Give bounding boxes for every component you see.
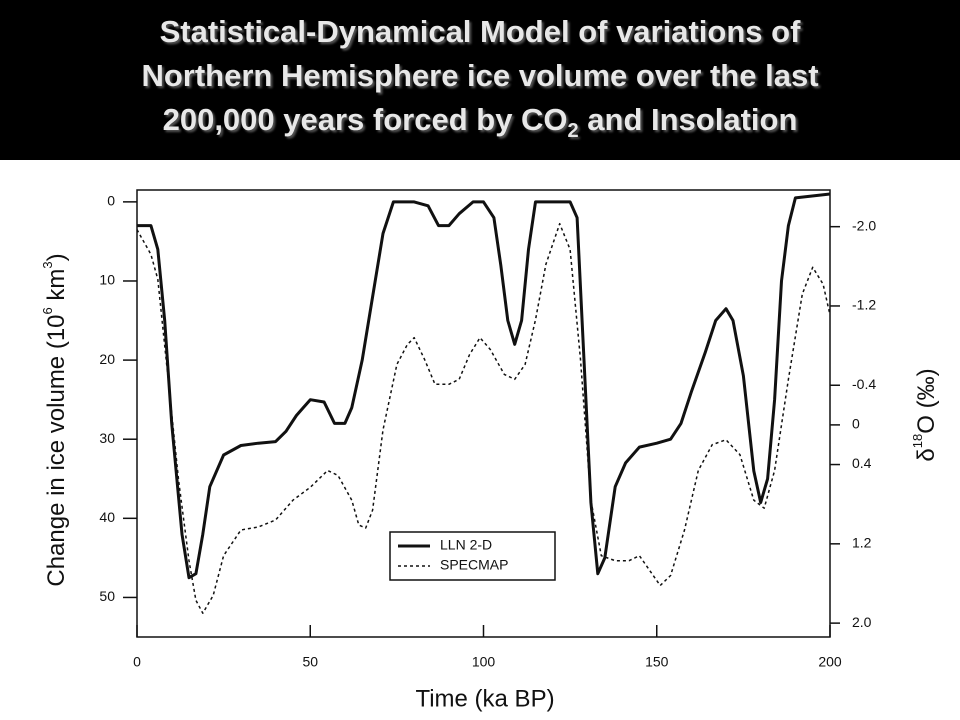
- y-label-text: ): [43, 253, 70, 261]
- y2-tick-label: 2.0: [852, 614, 872, 630]
- y2-tick-label: -2.0: [852, 217, 876, 233]
- x-tick-label: 100: [472, 654, 496, 670]
- y2-tick-label: 1.2: [852, 535, 872, 551]
- title-subscript: 2: [567, 120, 579, 143]
- y2-tick-label: 0.4: [852, 455, 872, 471]
- x-tick-label: 150: [645, 654, 669, 670]
- legend-box: [389, 531, 556, 581]
- y-label-sup: 6: [40, 307, 55, 314]
- legend-label: SPECMAP: [440, 557, 508, 573]
- y2-tick-label: -1.2: [852, 297, 876, 313]
- y-tick-label: 50: [99, 588, 115, 604]
- y-tick-label: 30: [99, 430, 115, 446]
- y2-label-sup: 18: [910, 434, 925, 448]
- title-line: Northern Hemisphere ice volume over the …: [141, 58, 819, 93]
- y2-tick-label: -0.4: [852, 376, 876, 392]
- y2-tick-label: 0: [852, 416, 860, 432]
- x-axis-label: Time (ka BP): [415, 685, 554, 712]
- y-tick-label: 40: [99, 509, 115, 525]
- series-line: [136, 222, 831, 614]
- y-tick-label: 0: [107, 193, 115, 209]
- x-tick-label: 200: [818, 654, 842, 670]
- y2-label-text: O (‰): [913, 368, 940, 433]
- y2-axis-label: δ18O (‰): [910, 368, 940, 461]
- title-banner: Statistical-Dynamical Model of variation…: [0, 0, 960, 160]
- title-line: Statistical-Dynamical Model of variation…: [159, 14, 801, 49]
- x-tick-label: 0: [133, 654, 141, 670]
- legend-label: LLN 2-D: [440, 537, 492, 553]
- y-label-text: Change in ice volume (10: [43, 314, 70, 586]
- title-text: and Insolation: [578, 102, 798, 137]
- title-text: 200,000 years forced by CO: [162, 102, 568, 137]
- y-tick-label: 20: [99, 351, 115, 367]
- y-label-sup: 3: [40, 261, 55, 268]
- y-tick-label: 10: [99, 272, 115, 288]
- y-label-text: km: [43, 269, 70, 308]
- series-line: [137, 192, 831, 580]
- y-axis-label: Change in ice volume (106 km3): [40, 253, 70, 586]
- x-tick-label: 50: [302, 654, 318, 670]
- title-line: 200,000 years forced by CO2 and Insolati…: [0, 98, 960, 153]
- y2-label-text: δ: [913, 448, 940, 461]
